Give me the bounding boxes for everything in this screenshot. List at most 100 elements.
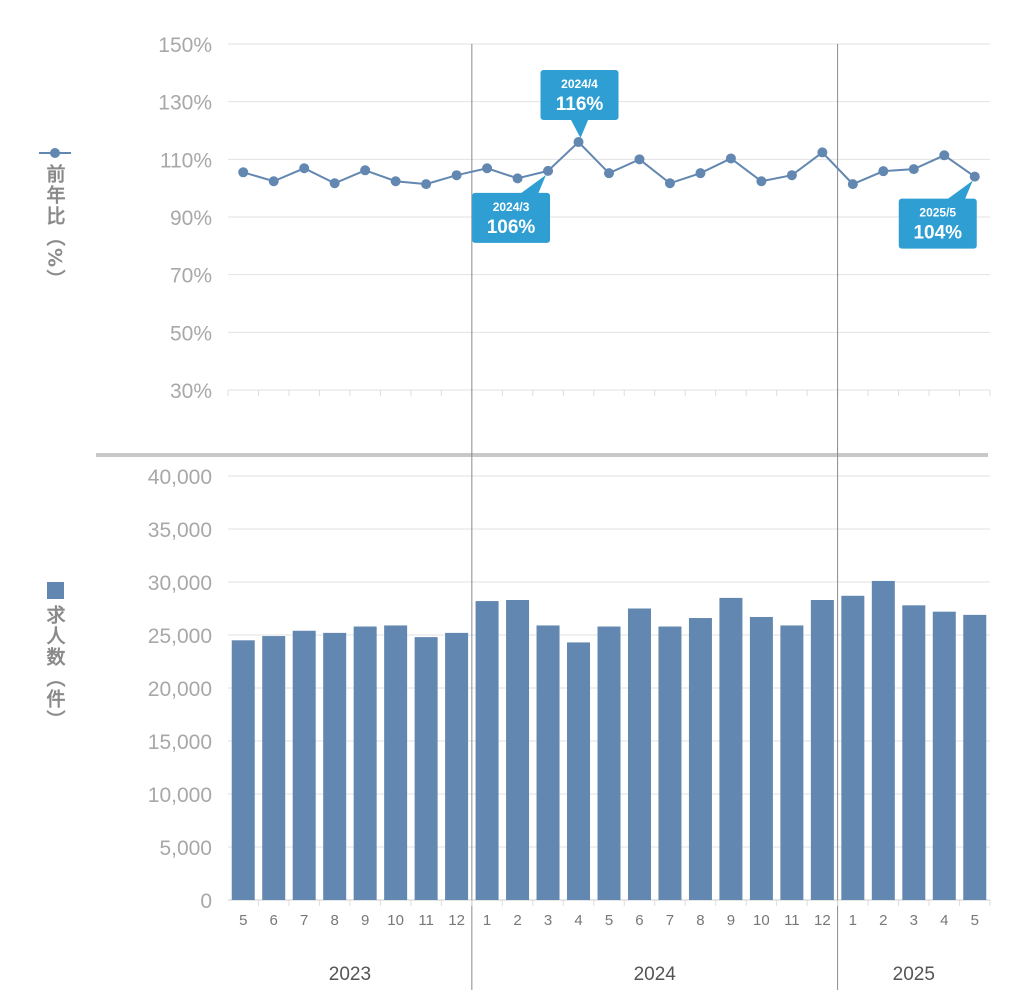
line-point	[847, 179, 858, 190]
line-point	[390, 176, 401, 187]
line-point	[725, 153, 736, 164]
x-tick-label: 3	[544, 912, 552, 929]
line-point	[360, 165, 371, 176]
line-y-tick-label: 70%	[170, 265, 212, 288]
bar-y-tick-label: 40,000	[148, 466, 212, 489]
bar	[719, 597, 743, 900]
line-point	[878, 166, 889, 177]
x-tick-label: 9	[361, 912, 369, 929]
bar	[963, 614, 987, 900]
bar	[841, 595, 865, 900]
callout-date: 2024/4	[561, 77, 598, 91]
bar-axis-label: 求人数（件）	[43, 605, 66, 731]
x-tick-label: 2	[879, 912, 887, 929]
x-tick-label: 10	[387, 912, 404, 929]
bar-y-tick-label: 20,000	[148, 678, 212, 701]
x-tick-label: 3	[910, 912, 918, 929]
x-tick-label: 11	[784, 912, 800, 929]
bar	[871, 580, 895, 900]
x-tick-label: 10	[753, 912, 770, 929]
line-axis-label: 前年比（%）	[43, 164, 66, 291]
callout-date: 2024/3	[493, 200, 530, 214]
bar-y-tick-label: 25,000	[148, 625, 212, 648]
line-point	[421, 179, 432, 190]
x-tick-label: 5	[239, 912, 247, 929]
line-point	[482, 163, 493, 174]
bar	[688, 618, 712, 900]
callout-value: 106%	[487, 217, 536, 238]
bar	[902, 605, 926, 900]
x-tick-label: 1	[483, 912, 491, 929]
callout-tail	[946, 180, 973, 200]
line-point	[969, 171, 980, 182]
bar	[536, 625, 560, 900]
bar	[262, 636, 286, 900]
bar-y-tick-label: 5,000	[159, 837, 212, 860]
line-point	[543, 165, 554, 176]
x-tick-label: 7	[300, 912, 308, 929]
callout-value: 104%	[913, 223, 962, 244]
x-tick-label: 5	[605, 912, 613, 929]
bar	[810, 600, 834, 900]
line-point	[512, 173, 523, 184]
callout-box	[540, 70, 619, 121]
x-tick-label: 8	[331, 912, 339, 929]
bar-y-tick-label: 30,000	[148, 572, 212, 595]
x-tick-label: 12	[814, 912, 831, 929]
line-point	[268, 176, 279, 187]
bar	[658, 626, 682, 900]
bar	[932, 611, 956, 900]
line-point	[939, 150, 950, 161]
bar	[567, 642, 591, 900]
callout-tail	[570, 119, 589, 139]
x-tick-label: 12	[448, 912, 465, 929]
bar	[353, 626, 377, 900]
bar	[780, 625, 804, 900]
bar	[414, 637, 438, 900]
bar	[597, 626, 621, 900]
line-legend: 前年比（%）	[38, 142, 72, 290]
bar-legend: 求人数（件）	[38, 582, 72, 731]
bar	[445, 632, 469, 900]
bar-y-tick-label: 0	[200, 890, 212, 913]
bar	[475, 601, 499, 900]
line-point	[329, 178, 340, 189]
bar-y-tick-label: 10,000	[148, 784, 212, 807]
line-point	[573, 137, 584, 148]
bar-y-tick-label: 35,000	[148, 519, 212, 542]
line-point	[756, 176, 767, 187]
line-point	[817, 147, 828, 158]
x-tick-label: 8	[696, 912, 704, 929]
line-point	[634, 154, 645, 165]
line-y-tick-label: 130%	[158, 92, 212, 115]
x-tick-label: 6	[270, 912, 278, 929]
callout-value: 116%	[556, 94, 604, 115]
bar	[506, 600, 530, 900]
year-label: 2024	[634, 964, 677, 985]
line-point	[238, 167, 249, 178]
line-point	[786, 170, 797, 181]
x-tick-label: 2	[513, 912, 521, 929]
bar	[231, 640, 255, 900]
bar-y-tick-label: 15,000	[148, 731, 212, 754]
x-tick-label: 1	[849, 912, 857, 929]
x-tick-label: 7	[666, 912, 674, 929]
line-y-tick-label: 150%	[158, 34, 212, 57]
line-point	[908, 164, 919, 175]
line-y-tick-label: 50%	[170, 322, 212, 345]
callout-date: 2025/5	[919, 206, 956, 220]
x-tick-label: 6	[635, 912, 643, 929]
x-tick-label: 4	[940, 912, 948, 929]
x-tick-label: 4	[574, 912, 582, 929]
line-point	[695, 168, 706, 179]
line-point	[299, 163, 310, 174]
line-dot-icon	[39, 148, 71, 158]
x-tick-label: 5	[971, 912, 979, 929]
line-point	[664, 178, 675, 189]
callout-tail	[520, 174, 547, 194]
line-point	[604, 168, 614, 179]
callout-box	[472, 192, 551, 243]
year-label: 2025	[893, 964, 935, 985]
year-label: 2023	[329, 964, 371, 985]
